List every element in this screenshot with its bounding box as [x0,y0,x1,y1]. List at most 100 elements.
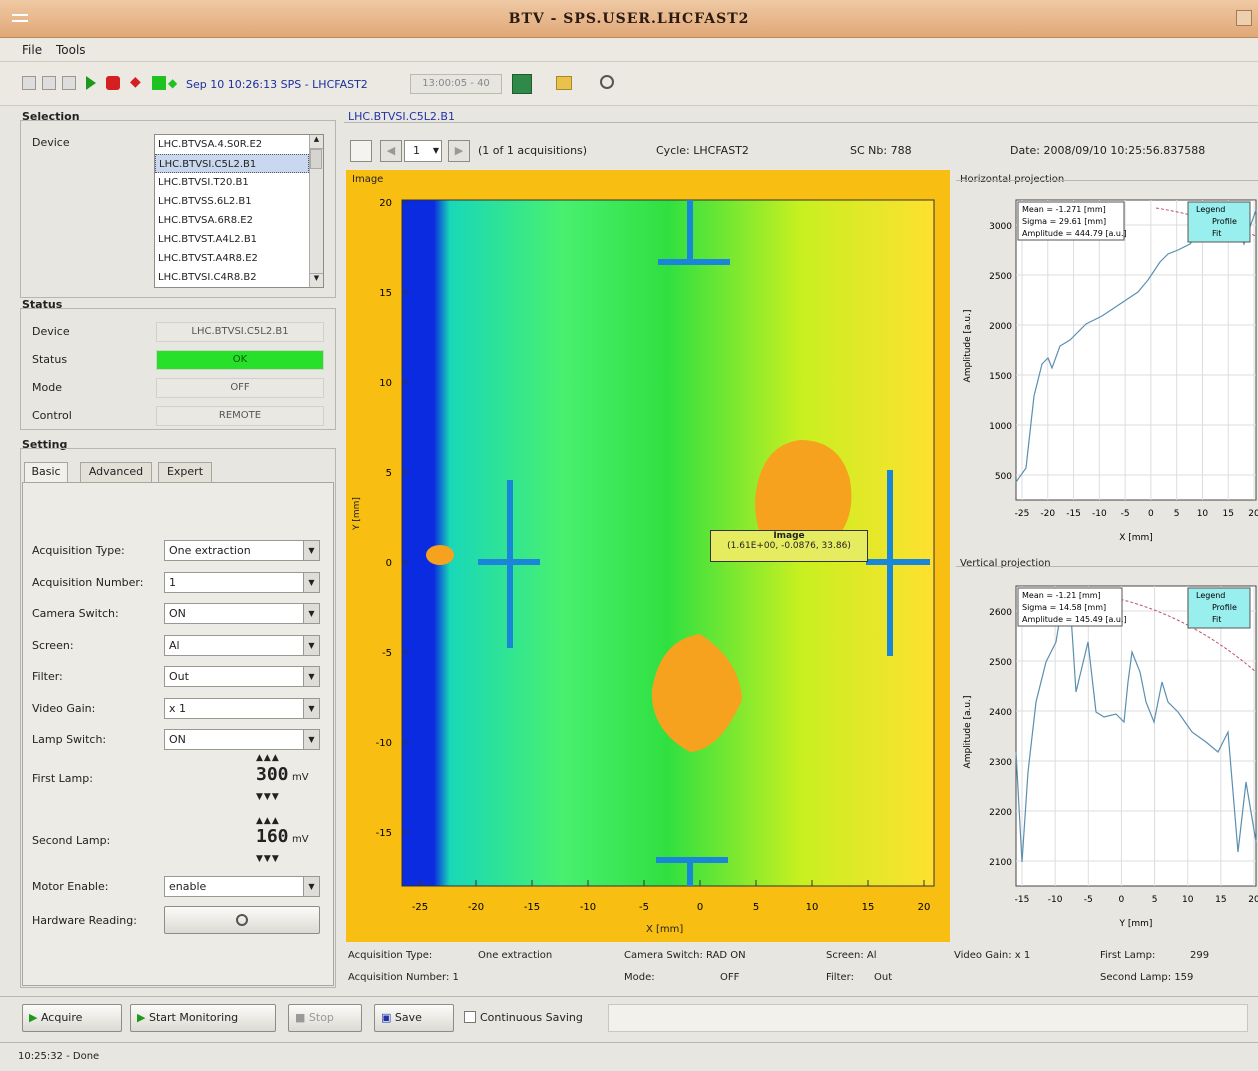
setting-field-label: Screen: [32,638,74,652]
green-square-icon[interactable] [152,76,166,90]
second-lamp-up-icon[interactable]: ▲▲▲ [256,816,280,826]
stop-icon[interactable] [106,76,120,90]
play-icon: ▶ [137,1011,146,1024]
refresh-icon[interactable] [600,75,614,89]
calculator-icon[interactable] [512,74,532,94]
image-xtick: 0 [697,902,703,913]
device-list-item[interactable]: LHC.BTVSI.T20.B1 [158,177,249,188]
selection-group [20,120,336,298]
chevron-down-icon[interactable]: ▼ [303,541,319,560]
chevron-down-icon[interactable]: ▼ [303,572,319,592]
setting-group [20,448,336,988]
scroll-thumb[interactable] [310,149,322,169]
chevron-down-icon[interactable]: ▼ [303,604,319,623]
cross-bottom [656,857,728,886]
acq-select[interactable]: 1 ▼ [404,140,442,162]
cross-left [478,480,540,648]
device-list-item[interactable]: LHC.BTVSA.6R8.E2 [158,215,253,226]
start-monitoring-button[interactable]: ▶ Start Monitoring [130,1004,276,1032]
device-list-item[interactable]: LHC.BTVSI.C5L2.B1 [155,154,309,173]
first-lamp-down-icon[interactable]: ▼▼▼ [256,792,280,802]
hproj-ytick: 1500 [989,372,1012,382]
motor-enable-select[interactable]: enable ▼ [164,876,320,897]
tab-advanced[interactable]: Advanced [80,462,152,482]
info-filter-label: Filter: [826,972,854,983]
toolbar: ◆ ◆ Sep 10 10:26:13 SPS - LHCFAST2 13:00… [0,62,1258,106]
scroll-up-icon[interactable]: ▲ [310,135,323,149]
image-ytick: 5 [386,468,392,479]
chevron-down-icon[interactable]: ▼ [303,667,319,686]
first-lamp-up-icon[interactable]: ▲▲▲ [256,753,280,763]
info-acq-type-label: Acquisition Type: [348,950,433,961]
device-list-item[interactable]: LHC.BTVST.A4L2.B1 [158,234,258,245]
setting-field-select[interactable]: Al ▼ [164,634,320,656]
device-list-item[interactable]: LHC.BTVST.A4R8.E2 [158,253,258,264]
second-lamp-down-icon[interactable]: ▼▼▼ [256,854,280,864]
device-list-scrollbar[interactable]: ▲ ▼ [309,135,323,287]
acquire-button[interactable]: ▶ Acquire [22,1004,122,1032]
menu-file[interactable]: File [22,43,43,57]
setting-field-select[interactable]: ON ▼ [164,729,320,750]
path-field[interactable] [608,1004,1248,1032]
toolbar-field[interactable]: 13:00:05 - 40 [410,74,502,94]
hproj-legend-item: Profile [1212,217,1237,226]
statusbar: 10:25:32 - Done [0,1042,1258,1071]
tab-basic[interactable]: Basic [24,462,68,482]
window-titlebar: BTV - SPS.USER.LHCFAST2 [0,0,1258,38]
diamond-icon[interactable]: ◆ [130,74,141,90]
chevron-down-icon[interactable]: ▼ [303,877,319,896]
window-close-icon[interactable] [1236,10,1252,26]
device-link[interactable]: LHC.BTVSI.C5L2.B1 [348,110,455,123]
info-video-gain: Video Gain: x 1 [954,950,1031,961]
play-icon[interactable] [86,76,96,90]
setting-field-select[interactable]: One extraction ▼ [164,540,320,561]
hproj-ytick: 3000 [989,222,1012,232]
stop-button[interactable]: ■ Stop [288,1004,362,1032]
first-lamp-value: 300 [256,764,289,785]
save-button[interactable]: ▣ Save [374,1004,454,1032]
device-list[interactable]: LHC.BTVSA.4.S0R.E2 LHC.BTVSI.C5L2.B1 LHC.B… [154,134,324,288]
device-list-item[interactable]: LHC.BTVSS.6L2.B1 [158,196,252,207]
info-mode: OFF [720,972,740,983]
print-icon[interactable] [350,140,372,162]
prev-acq-icon[interactable]: ◀ [380,140,402,162]
tab-expert[interactable]: Expert [158,462,212,482]
image-frame [401,199,935,887]
device-list-item[interactable]: LHC.BTVSI.C4R8.B2 [158,272,257,283]
menu-tools[interactable]: Tools [56,43,86,57]
hardware-reading-button[interactable] [164,906,320,934]
vproj-ytick: 2200 [989,808,1012,818]
next-acq-icon[interactable]: ▶ [448,140,470,162]
save-label: Save [394,1011,422,1024]
continuous-saving-checkbox[interactable] [464,1011,476,1023]
image-xtick: -10 [580,902,596,913]
device-list-item[interactable]: LHC.BTVSA.4.S0R.E2 [158,139,263,150]
toolbar-timestamp: Sep 10 10:26:13 SPS - LHCFAST2 [186,78,368,91]
image-title: Image [352,174,384,185]
window-menu-icon[interactable] [12,14,28,22]
continuous-saving-label[interactable]: Continuous Saving [480,1011,583,1024]
first-lamp-unit: mV [292,772,309,783]
setting-field-select[interactable]: ON ▼ [164,603,320,624]
chevron-down-icon[interactable]: ▼ [303,730,319,749]
folder-icon[interactable] [556,76,572,90]
chevron-down-icon: ▼ [432,146,439,155]
button-bar [0,996,1258,1040]
chevron-down-icon[interactable]: ▼ [303,635,319,655]
image-xtick: -25 [412,902,428,913]
setting-field-select[interactable]: 1 ▼ [164,571,320,593]
setting-field-select[interactable]: x 1 ▼ [164,697,320,719]
hproj-plot-area [1015,199,1257,501]
stop-label: Stop [308,1011,334,1024]
setting-field-select[interactable]: Out ▼ [164,666,320,687]
image-xtick: 20 [918,902,931,913]
previous-icon[interactable] [42,76,56,90]
scroll-down-icon[interactable]: ▼ [310,273,323,287]
hproj-xtick: -25 [1015,509,1030,519]
acq-select-value: 1 [413,144,420,157]
next-icon[interactable] [62,76,76,90]
first-icon[interactable] [22,76,36,90]
chevron-down-icon[interactable]: ▼ [303,698,319,718]
image-ytick: 20 [379,198,392,209]
image-xtick: 15 [862,902,875,913]
